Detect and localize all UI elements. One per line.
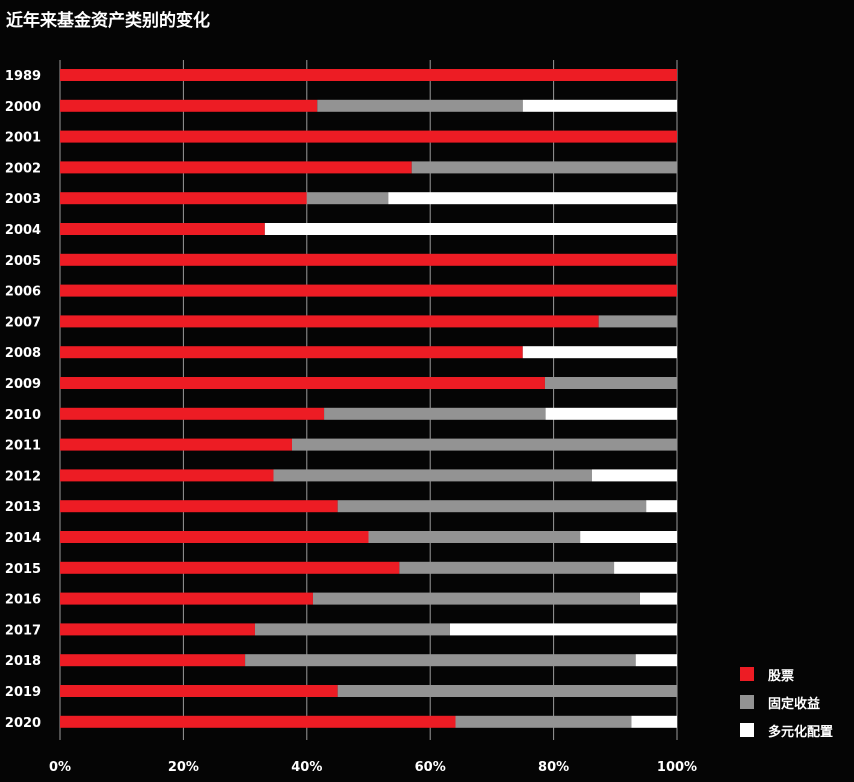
bar-segment-diversified: [522, 346, 677, 359]
bar-segment-stocks: [60, 531, 369, 543]
bar-segment-stocks: [60, 192, 307, 205]
y-tick-label: 2016: [5, 593, 41, 608]
bar-segment-stocks: [60, 623, 255, 636]
y-axis-labels: 1989 2000 2001 2002 2003 2004 2005 2006 2007 2008…: [5, 69, 41, 731]
bar-segment-stocks: [60, 407, 325, 420]
bar-segment-fixed-income: [291, 438, 677, 451]
y-tick-label: 2004: [5, 223, 41, 238]
bar-segment-stocks: [60, 561, 400, 574]
legend-label-diversified: 多元化配置: [768, 724, 834, 740]
bar-segment-stocks: [60, 377, 545, 389]
bar-segment-fixed-income: [598, 315, 677, 328]
x-tick-label: 60%: [415, 760, 446, 775]
bar-segment-fixed-income: [273, 469, 592, 482]
bar-segment-diversified: [591, 469, 677, 482]
y-tick-label: 2012: [5, 469, 41, 484]
legend-label-stocks: 股票: [768, 668, 795, 684]
y-tick-label: 2001: [5, 131, 41, 146]
bar-segment-diversified: [631, 715, 677, 728]
x-tick-label: 20%: [168, 760, 199, 775]
bar-segment-diversified: [639, 592, 677, 605]
legend-swatch-diversified: [740, 723, 754, 737]
bar-segment-fixed-income: [337, 500, 647, 513]
bar-segment-stocks: [60, 69, 677, 81]
chart-title: 近年来基金资产类别的变化: [6, 11, 210, 31]
y-tick-label: 2017: [5, 623, 41, 638]
bar-segment-stocks: [60, 223, 265, 235]
bar-segment-diversified: [614, 561, 677, 574]
bar-segment-diversified: [388, 192, 677, 205]
y-tick-label: 2018: [5, 654, 41, 669]
bar-segment-diversified: [522, 99, 677, 112]
x-tick-label: 40%: [291, 760, 322, 775]
y-tick-label: 2013: [5, 500, 41, 515]
legend-item-fixed-income: 固定收益: [740, 688, 833, 716]
y-tick-label: 2002: [5, 161, 41, 176]
legend: 股票 固定收益 多元化配置: [740, 660, 833, 744]
bar-segment-stocks: [60, 130, 677, 143]
bar-segment-fixed-income: [254, 623, 450, 636]
bar-segment-stocks: [60, 592, 313, 605]
bar-segment-stocks: [60, 161, 412, 174]
bar-segment-diversified: [264, 223, 677, 235]
bar-segment-fixed-income: [312, 592, 640, 605]
y-tick-label: 2009: [5, 377, 41, 392]
x-tick-label: 0%: [49, 760, 71, 775]
bars: [60, 69, 677, 728]
y-tick-label: 2011: [5, 439, 41, 454]
bar-segment-stocks: [60, 438, 292, 451]
bar-segment-stocks: [60, 500, 338, 513]
bar-segment-fixed-income: [368, 531, 581, 543]
y-tick-label: 2015: [5, 562, 41, 577]
bar-segment-diversified: [449, 623, 677, 636]
bar-segment-fixed-income: [324, 407, 546, 420]
bar-segment-fixed-income: [399, 561, 615, 574]
y-tick-label: 2019: [5, 685, 41, 700]
bar-segment-diversified: [646, 500, 677, 513]
y-tick-label: 2005: [5, 254, 41, 269]
y-tick-label: 2000: [5, 100, 41, 115]
legend-item-diversified: 多元化配置: [740, 716, 833, 744]
y-tick-label: 2014: [5, 531, 41, 546]
bar-segment-fixed-income: [245, 654, 636, 667]
bar-segment-fixed-income: [544, 377, 677, 389]
legend-item-stocks: 股票: [740, 660, 833, 688]
y-tick-label: 2007: [5, 315, 41, 330]
legend-swatch-fixed-income: [740, 695, 754, 709]
bar-segment-stocks: [60, 253, 677, 266]
x-tick-label: 80%: [538, 760, 569, 775]
y-tick-label: 2020: [5, 716, 41, 731]
bar-segment-diversified: [545, 407, 677, 420]
bar-segment-stocks: [60, 469, 274, 482]
y-tick-label: 2008: [5, 346, 41, 361]
bar-segment-diversified: [580, 531, 677, 543]
x-axis-labels: 0% 20% 40% 60% 80% 100%: [49, 760, 697, 775]
y-tick-label: 2010: [5, 408, 41, 423]
bar-segment-stocks: [60, 315, 599, 328]
bar-segment-stocks: [60, 346, 523, 359]
bar-segment-stocks: [60, 654, 246, 667]
bar-segment-diversified: [635, 654, 677, 667]
bar-segment-fixed-income: [317, 99, 523, 112]
bar-segment-fixed-income: [411, 161, 677, 174]
y-tick-label: 1989: [5, 69, 41, 84]
y-tick-label: 2003: [5, 192, 41, 207]
bar-segment-stocks: [60, 284, 677, 297]
x-tick-label: 100%: [657, 760, 697, 775]
y-tick-label: 2006: [5, 285, 41, 300]
bar-segment-stocks: [60, 99, 318, 112]
legend-label-fixed-income: 固定收益: [768, 696, 821, 712]
legend-swatch-stocks: [740, 667, 754, 681]
bar-segment-fixed-income: [306, 192, 389, 205]
bar-segment-stocks: [60, 715, 456, 728]
bar-segment-stocks: [60, 685, 338, 697]
bar-segment-fixed-income: [455, 715, 632, 728]
bar-segment-fixed-income: [337, 685, 677, 697]
